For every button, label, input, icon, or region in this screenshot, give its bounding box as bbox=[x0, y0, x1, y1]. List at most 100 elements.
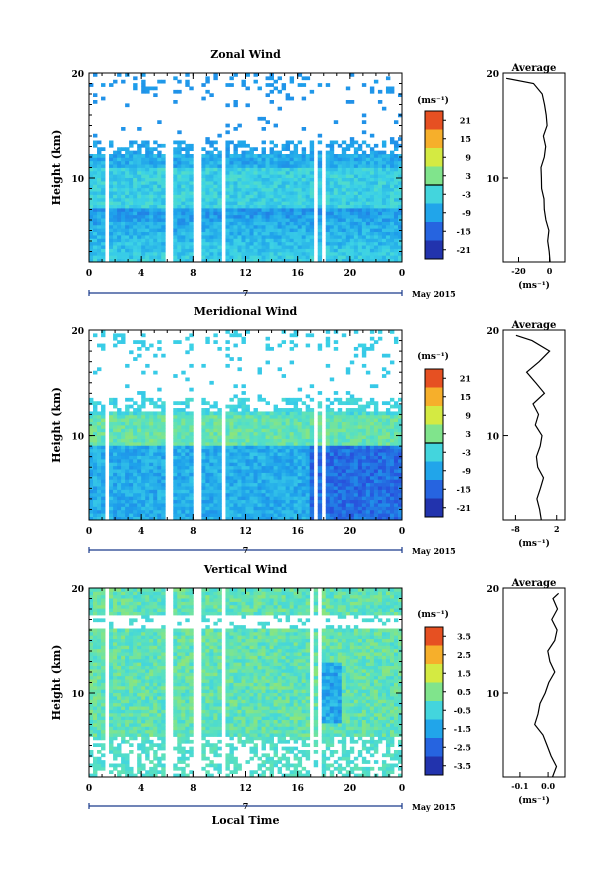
field-cell bbox=[245, 258, 250, 263]
field-cell bbox=[341, 167, 347, 172]
field-cell bbox=[397, 245, 403, 249]
field-cell bbox=[225, 201, 230, 206]
field-cell bbox=[161, 492, 166, 497]
field-cell bbox=[225, 489, 230, 494]
field-cell bbox=[101, 465, 106, 470]
field-cell bbox=[89, 154, 94, 158]
field-cell bbox=[297, 445, 303, 450]
field-cell bbox=[297, 238, 303, 243]
field-cell bbox=[161, 194, 166, 199]
field-cell bbox=[161, 506, 166, 511]
field-cell bbox=[201, 258, 206, 263]
field-cell bbox=[121, 509, 126, 514]
field-cell bbox=[281, 221, 287, 226]
field-cell bbox=[117, 154, 122, 158]
field-cell bbox=[257, 174, 262, 179]
field-cell bbox=[149, 238, 154, 243]
field-cell bbox=[281, 425, 287, 429]
field-cell bbox=[233, 218, 238, 222]
field-cell bbox=[229, 462, 234, 467]
field-cell bbox=[273, 177, 278, 182]
field-cell bbox=[261, 411, 266, 416]
field-cell bbox=[305, 428, 311, 433]
field-cell bbox=[309, 414, 315, 419]
profile-y-tick-label: 20 bbox=[486, 70, 499, 80]
field-cell bbox=[281, 157, 287, 162]
field-cell bbox=[137, 208, 142, 212]
field-cell bbox=[149, 245, 154, 249]
field-cell bbox=[253, 445, 258, 450]
field-cell bbox=[373, 462, 379, 467]
field-cell bbox=[249, 235, 254, 239]
field-cell bbox=[237, 496, 242, 501]
field-cell bbox=[393, 184, 399, 189]
field-cell bbox=[225, 452, 230, 456]
field-cell bbox=[341, 492, 347, 497]
field-cell bbox=[301, 224, 307, 229]
field-cell bbox=[153, 401, 158, 406]
field-cell bbox=[253, 181, 258, 185]
field-cell bbox=[373, 384, 379, 389]
field-cell bbox=[357, 475, 363, 480]
field-cell bbox=[341, 208, 347, 212]
field-cell bbox=[97, 425, 102, 429]
field-cell bbox=[181, 438, 186, 443]
field-cell bbox=[253, 469, 258, 473]
field-cell bbox=[273, 204, 278, 209]
field-cell bbox=[325, 157, 331, 162]
field-cell bbox=[301, 431, 307, 436]
field-cell bbox=[177, 448, 182, 453]
field-cell bbox=[233, 408, 238, 412]
field-cell bbox=[93, 170, 98, 175]
field-cell bbox=[201, 465, 206, 470]
field-cell bbox=[393, 228, 399, 233]
field-cell bbox=[201, 235, 206, 239]
field-cell bbox=[149, 462, 154, 467]
field-cell bbox=[113, 208, 118, 212]
field-cell bbox=[269, 224, 274, 229]
field-cell bbox=[397, 204, 403, 209]
field-cell bbox=[393, 251, 399, 256]
field-cell bbox=[129, 197, 134, 202]
field-cell bbox=[305, 499, 311, 504]
field-cell bbox=[205, 76, 210, 81]
field-cell bbox=[201, 204, 206, 209]
field-cell bbox=[157, 197, 162, 202]
field-cell bbox=[145, 482, 150, 487]
field-cell bbox=[257, 445, 262, 450]
field-cell bbox=[397, 164, 403, 168]
field-cell bbox=[233, 462, 238, 467]
field-cell bbox=[349, 411, 355, 416]
field-cell bbox=[277, 160, 283, 165]
field-cell bbox=[189, 431, 194, 436]
field-cell bbox=[281, 421, 287, 426]
field-cell bbox=[157, 387, 162, 392]
field-cell bbox=[381, 191, 387, 195]
field-cell bbox=[161, 258, 166, 263]
field-cell bbox=[177, 401, 182, 406]
field-cell bbox=[213, 191, 218, 195]
field-cell bbox=[297, 258, 303, 263]
field-cell bbox=[109, 238, 114, 243]
field-cell bbox=[129, 503, 134, 507]
field-cell bbox=[241, 455, 246, 460]
field-cell bbox=[253, 496, 258, 501]
field-cell bbox=[253, 475, 258, 480]
field-cell bbox=[265, 160, 270, 165]
field-cell bbox=[93, 160, 98, 165]
field-cell bbox=[213, 425, 218, 429]
field-cell bbox=[293, 516, 299, 521]
field-cell bbox=[225, 492, 230, 497]
field-cell bbox=[245, 448, 250, 453]
field-cell bbox=[337, 245, 343, 249]
field-cell bbox=[281, 204, 287, 209]
field-cell bbox=[269, 140, 274, 145]
field-cell bbox=[301, 411, 307, 416]
field-cell bbox=[285, 258, 291, 263]
field-cell bbox=[361, 204, 367, 209]
field-cell bbox=[113, 492, 118, 497]
field-cell bbox=[273, 411, 278, 416]
field-cell bbox=[181, 245, 186, 249]
field-cell bbox=[317, 133, 323, 138]
field-cell bbox=[121, 177, 126, 182]
